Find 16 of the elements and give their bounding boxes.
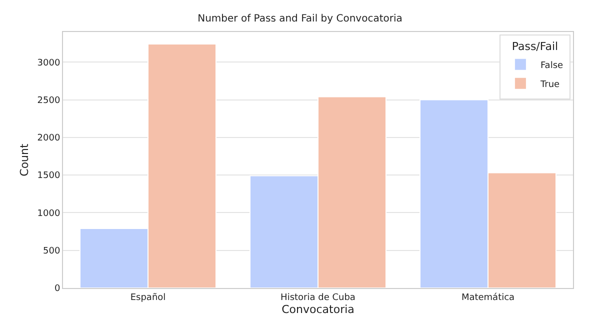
- chart-title: Number of Pass and Fail by Convocatoria: [198, 14, 402, 25]
- x-tick-label: Historia de Cuba: [280, 292, 356, 303]
- y-tick-label: 3000: [37, 58, 60, 68]
- x-tick-label: Español: [130, 292, 166, 303]
- x-axis-title: Convocatoria: [282, 302, 354, 316]
- legend-label: False: [540, 60, 564, 71]
- y-tick-label: 0: [54, 284, 60, 294]
- y-tick-label: 1500: [37, 171, 60, 182]
- legend-label: True: [539, 80, 560, 90]
- y-tick-label: 2500: [37, 96, 60, 106]
- x-tick-label: Matemática: [461, 292, 515, 303]
- y-axis-title: Count: [18, 142, 31, 176]
- y-tick-label: 500: [43, 246, 60, 256]
- y-tick-label: 2000: [37, 134, 60, 144]
- y-tick-label: 1000: [37, 208, 60, 219]
- legend-title: Pass/Fail: [512, 40, 558, 53]
